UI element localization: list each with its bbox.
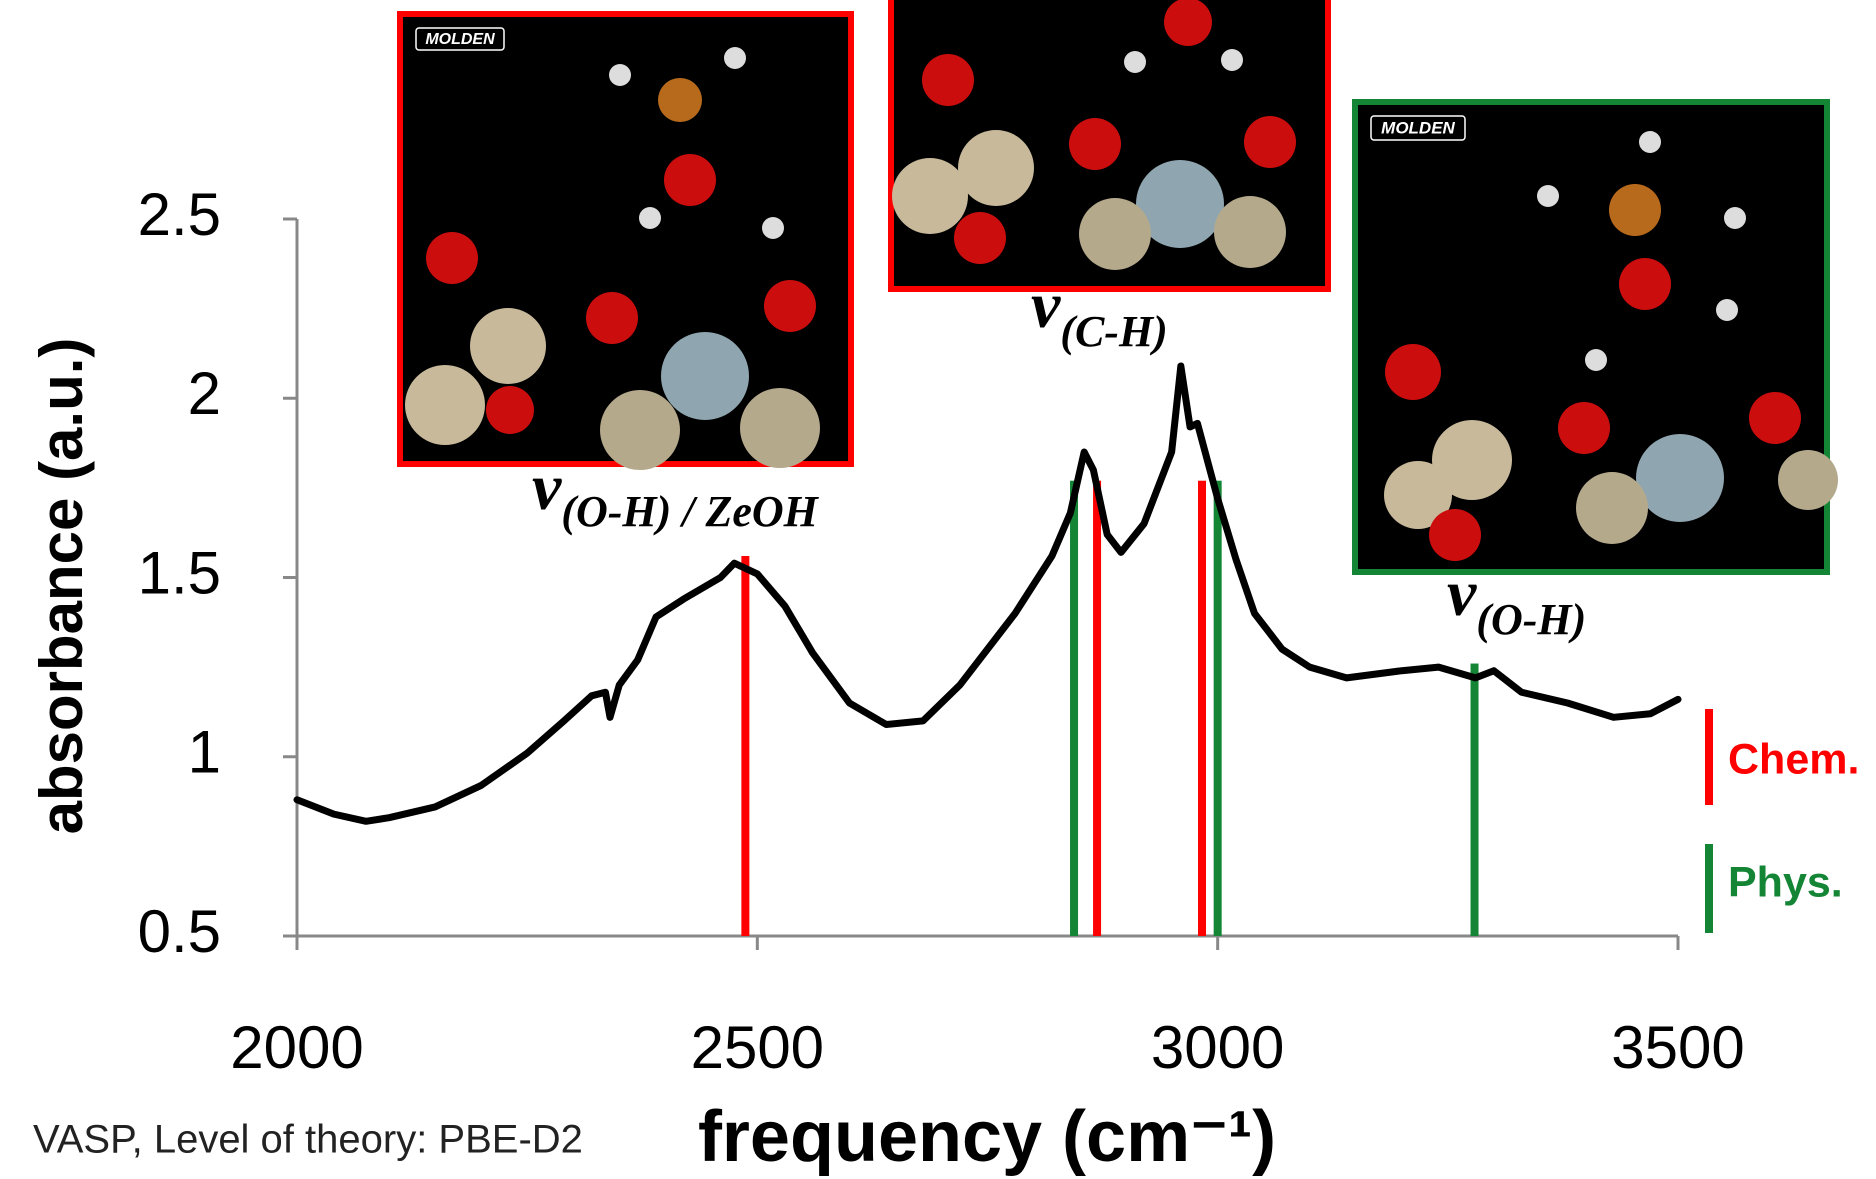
stick — [1070, 480, 1079, 936]
stick — [741, 555, 750, 936]
stick — [1470, 663, 1479, 936]
legend-label: Phys. — [1728, 858, 1843, 906]
footnote: VASP, Level of theory: PBE-D2 — [33, 1118, 583, 1162]
stick — [1198, 480, 1207, 936]
annotation: v(O-H) — [1447, 557, 1586, 644]
y-tick-label: 2 — [188, 360, 221, 427]
inset-label: MOLDEN — [1381, 118, 1455, 137]
y-tick-label: 0.5 — [138, 898, 221, 965]
inset-right: MOLDEN — [1352, 99, 1838, 575]
annotation: v(C-H) — [1031, 269, 1168, 356]
y-axis-label: absorbance (a.u.) — [28, 338, 95, 835]
inset-middle — [888, 0, 1331, 292]
x-tick-label: 3000 — [1151, 1014, 1284, 1081]
inset-left: MOLDEN — [397, 11, 854, 470]
y-tick-label: 2.5 — [138, 181, 221, 248]
legend-label: Chem. — [1728, 735, 1859, 783]
annotation: v(O-H) / ZeOH — [532, 451, 820, 536]
x-tick-label: 3500 — [1611, 1014, 1744, 1081]
y-tick-label: 1.5 — [138, 539, 221, 606]
x-tick-label: 2000 — [230, 1014, 363, 1081]
x-axis-label: frequency (cm⁻¹) — [698, 1097, 1276, 1177]
legend-swatch — [1705, 844, 1713, 933]
y-tick-label: 1 — [188, 719, 221, 786]
stick — [1213, 480, 1222, 936]
spectrum-line — [293, 362, 1682, 825]
legend-swatch — [1705, 709, 1713, 805]
inset-label: MOLDEN — [425, 31, 495, 48]
x-tick-label: 2500 — [691, 1014, 824, 1081]
stick — [1093, 480, 1102, 936]
